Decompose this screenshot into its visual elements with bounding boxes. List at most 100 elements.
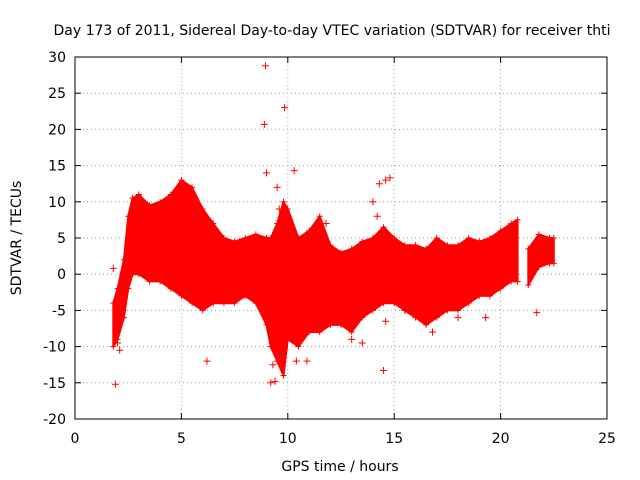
data-point [135,271,142,278]
data-point [525,282,532,289]
data-point [267,343,274,350]
data-point [401,306,409,314]
data-point [412,242,419,249]
data-point [269,361,277,369]
x-axis-label: GPS time / hours [281,459,398,475]
data-point [454,314,462,322]
chart-title: Day 173 of 2011, Sidereal Day-to-day VTE… [54,23,611,39]
data-point [533,309,541,317]
data-point [382,176,390,184]
data-point [497,285,504,292]
data-point [444,307,451,314]
y-axis-label: SDTVAR / TECUs [9,181,25,296]
data-point [252,300,259,307]
data-point [306,329,313,336]
x-tick-label: 20 [492,431,510,447]
data-point [231,238,238,245]
data-point [167,285,174,292]
data-point [416,314,424,322]
data-point [263,169,271,177]
data-point [486,235,493,241]
data-point [125,213,132,220]
data-point [261,62,269,70]
data-point [273,183,281,191]
data-point [220,300,227,307]
data-point [482,314,490,322]
data-point [231,300,238,307]
x-tick-label: 10 [279,431,297,447]
data-point [280,372,287,379]
ticks: -20 -15 -10 -5 0 5 10 15 20 25 30 0 5 10 15 20 25 [43,50,616,447]
y-tick-label: -10 [43,340,66,356]
data-point [111,380,119,388]
data-point [267,379,275,387]
data-point [275,205,283,213]
y-tick-label: 30 [48,50,66,66]
data-point [359,314,366,321]
data-point [178,177,185,184]
data-point [369,307,376,314]
data-point [303,357,311,365]
data-point [535,263,542,270]
data-point [274,358,281,365]
data-point [465,235,472,241]
x-tick-label: 0 [71,431,80,447]
data-point [199,307,206,314]
data-series [525,231,557,289]
data-point [476,292,483,299]
data-point [550,235,557,241]
data-point [391,300,398,307]
data-point [157,278,164,285]
data-point [135,191,142,198]
data-point [116,346,124,354]
data-point [348,335,356,343]
data-point [423,245,430,252]
data-point [486,292,493,299]
data-point [429,328,437,336]
y-tick-label: 20 [48,122,66,138]
data-point [476,238,483,245]
data-point [242,292,249,299]
data-point [391,235,398,241]
x-tick-label: 25 [598,431,616,447]
data-point [267,235,274,241]
data-point [525,245,532,252]
data-point [242,235,249,241]
y-tick-label: -5 [52,303,66,319]
data-point [290,167,298,175]
data-point [210,300,217,307]
data-point [129,271,136,278]
data-point [274,220,281,227]
data-point [338,249,344,256]
data-point [146,278,153,285]
data-point [423,321,430,328]
data-point [433,314,440,321]
data-point [109,264,117,272]
y-tick-label: 15 [48,159,66,175]
data-point [327,242,334,249]
data-point [322,220,330,228]
data-point [281,104,289,112]
data-point [306,227,313,234]
data-point [178,292,185,299]
data-point [260,120,268,128]
data-point [433,235,440,241]
data-point [189,184,196,191]
data-point [203,357,211,365]
x-tick-label: 15 [385,431,403,447]
data-point [508,278,515,285]
data-point [348,329,355,336]
data-point [550,260,557,267]
data-point [280,198,287,205]
data-point [455,242,462,249]
data-point [358,339,366,347]
y-tick-label: -15 [43,376,66,392]
data-point [157,198,164,205]
data-point [167,191,174,198]
data-point [271,377,279,385]
data-point [110,300,117,307]
data-point [508,220,515,227]
data-point [514,278,521,285]
data-point [129,195,136,202]
data-point [444,242,451,249]
